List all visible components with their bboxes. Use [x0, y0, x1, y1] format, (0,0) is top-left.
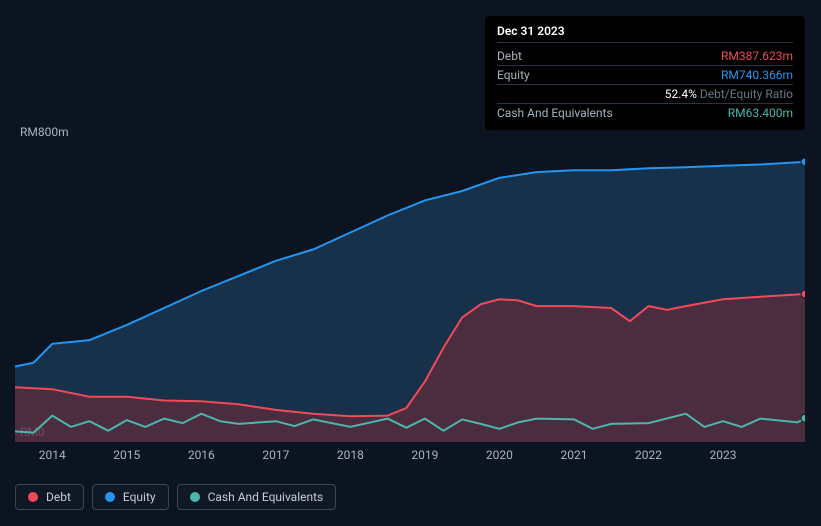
- legend-label: Equity: [123, 490, 156, 504]
- tooltip-label: Debt: [497, 49, 522, 63]
- legend-label: Cash And Equivalents: [208, 490, 324, 504]
- y-axis-label-top: RM800m: [20, 125, 69, 139]
- chart-area[interactable]: [15, 140, 805, 442]
- x-axis-tick: 2019: [411, 448, 438, 462]
- tooltip-value: RM740.366m: [721, 68, 793, 82]
- x-axis: 2014 2015 2016 2017 2018 2019 2020 2021 2022 2023: [15, 448, 805, 468]
- chart-tooltip: Dec 31 2023 Debt RM387.623m Equity RM740…: [485, 16, 805, 130]
- x-axis-tick: 2022: [635, 448, 662, 462]
- tooltip-label: Equity: [497, 68, 530, 82]
- legend-dot-icon: [190, 492, 200, 502]
- x-axis-tick: 2016: [188, 448, 215, 462]
- tooltip-row-debt: Debt RM387.623m: [497, 47, 793, 66]
- legend: Debt Equity Cash And Equivalents: [15, 484, 336, 510]
- tooltip-label: Cash And Equivalents: [497, 106, 613, 120]
- tooltip-value: RM63.400m: [728, 106, 793, 120]
- x-axis-tick: 2014: [39, 448, 66, 462]
- x-axis-tick: 2021: [560, 448, 587, 462]
- tooltip-value: RM387.623m: [721, 49, 793, 63]
- x-axis-tick: 2023: [710, 448, 737, 462]
- legend-item-cash[interactable]: Cash And Equivalents: [177, 484, 337, 510]
- tooltip-row-cash: Cash And Equivalents RM63.400m: [497, 104, 793, 122]
- tooltip-row-equity: Equity RM740.366m: [497, 66, 793, 85]
- legend-item-equity[interactable]: Equity: [92, 484, 169, 510]
- legend-dot-icon: [105, 492, 115, 502]
- x-axis-tick: 2015: [113, 448, 140, 462]
- ratio-label: Debt/Equity Ratio: [700, 87, 793, 101]
- ratio-pct: 52.4%: [665, 87, 697, 101]
- chart-svg: [15, 140, 805, 442]
- legend-dot-icon: [28, 492, 38, 502]
- x-axis-tick: 2018: [337, 448, 364, 462]
- tooltip-row-ratio: 52.4% Debt/Equity Ratio: [497, 85, 793, 104]
- x-axis-tick: 2017: [262, 448, 289, 462]
- legend-label: Debt: [46, 490, 71, 504]
- legend-item-debt[interactable]: Debt: [15, 484, 84, 510]
- tooltip-date: Dec 31 2023: [497, 24, 793, 43]
- tooltip-ratio: 52.4% Debt/Equity Ratio: [665, 87, 793, 101]
- x-axis-tick: 2020: [486, 448, 513, 462]
